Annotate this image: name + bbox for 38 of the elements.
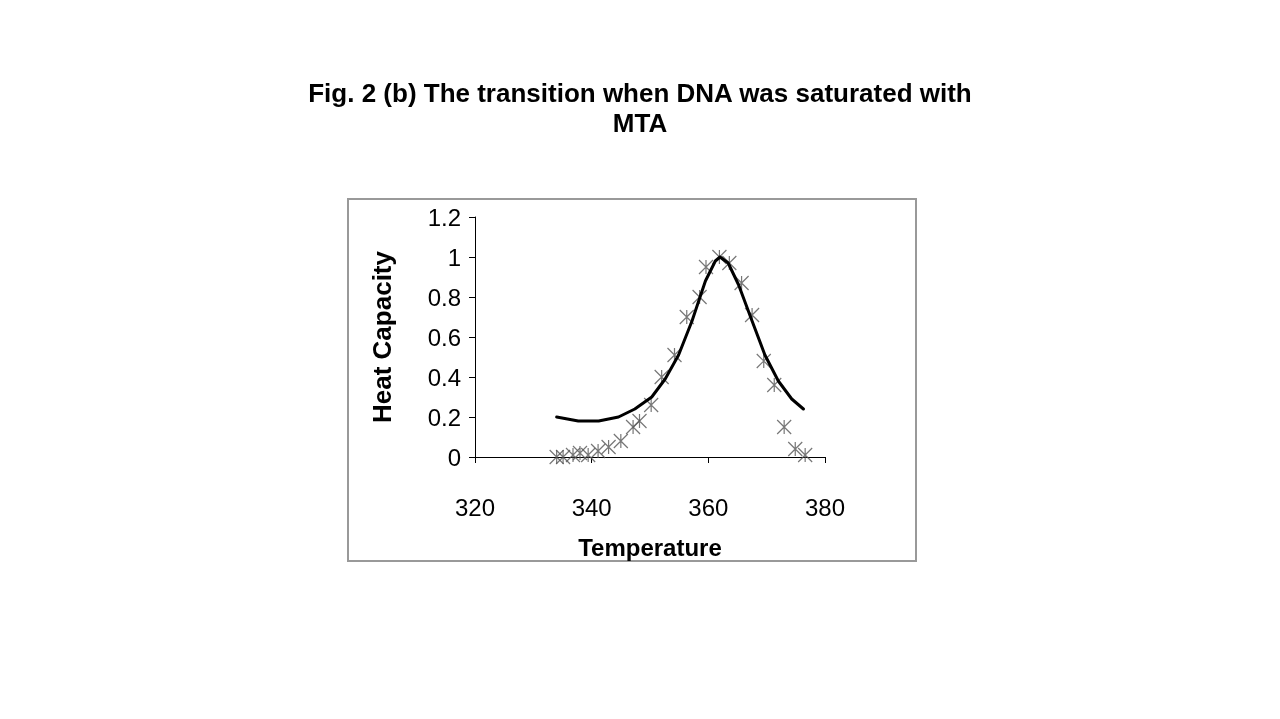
point bbox=[744, 307, 760, 323]
y-axis-title: Heat Capacity bbox=[367, 250, 397, 423]
x-axis-title: Temperature bbox=[578, 533, 722, 561]
point bbox=[797, 447, 813, 463]
chart-title: Fig. 2 (b) The transition when DNA was saturated with MTA bbox=[307, 78, 973, 138]
point bbox=[787, 441, 803, 457]
point bbox=[666, 347, 683, 363]
point bbox=[766, 377, 782, 393]
point bbox=[625, 419, 641, 435]
point bbox=[756, 353, 772, 369]
point bbox=[572, 445, 588, 461]
y-tick-label: 1.2 bbox=[427, 203, 461, 231]
y-tick-label: 1 bbox=[447, 243, 461, 271]
point bbox=[631, 413, 648, 429]
point bbox=[565, 447, 581, 463]
point bbox=[691, 289, 708, 305]
line-series bbox=[555, 255, 805, 423]
x-tick-label: 360 bbox=[688, 493, 729, 521]
y-tick-label: 0.8 bbox=[427, 283, 461, 311]
point bbox=[549, 449, 565, 465]
y-tick-label: 0.2 bbox=[427, 403, 461, 431]
x-tick-label: 320 bbox=[454, 493, 496, 521]
point bbox=[679, 309, 695, 325]
point bbox=[580, 447, 596, 463]
point bbox=[698, 259, 714, 275]
point bbox=[613, 433, 629, 449]
x-tick-label: 340 bbox=[571, 493, 612, 521]
y-tick-label: 0.6 bbox=[427, 323, 461, 351]
point bbox=[600, 439, 617, 455]
point bbox=[555, 449, 571, 465]
x-tick-label: 380 bbox=[804, 493, 846, 521]
y-tick-label: 0 bbox=[447, 443, 461, 471]
point bbox=[643, 397, 659, 413]
point bbox=[776, 419, 792, 435]
point bbox=[721, 255, 737, 271]
point bbox=[590, 443, 606, 459]
point bbox=[654, 369, 670, 385]
y-tick-label: 0.4 bbox=[427, 363, 461, 391]
